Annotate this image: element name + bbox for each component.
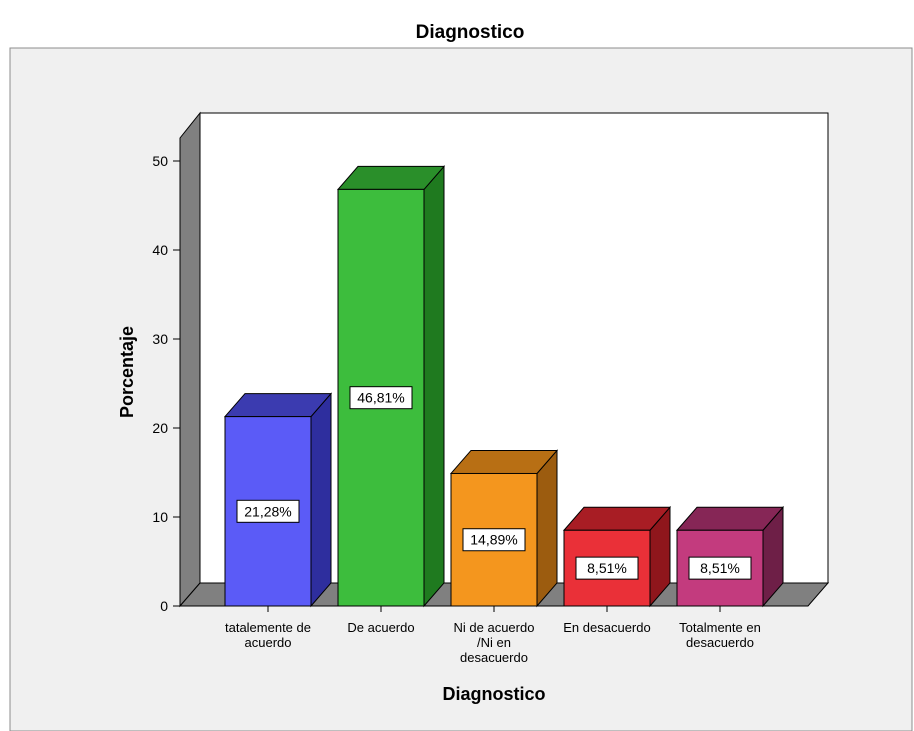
y-tick-label: 50 (152, 153, 168, 169)
bars: 21,28% 46,81% 14,89% 8,51% 8,51% (223, 165, 785, 608)
y-tick-label: 10 (152, 509, 168, 525)
x-axis-labels: tatalemente de acuerdo De acuerdo Ni de acu… (225, 606, 761, 665)
x-tick-label: De acuerdo (347, 620, 414, 635)
y-tick-label: 0 (160, 598, 168, 614)
data-label-box (349, 386, 413, 410)
bar: 8,51% (562, 505, 672, 608)
bar: 8,51% (675, 505, 785, 608)
bar: 46,81% (336, 165, 446, 608)
data-label: 8,51% (587, 560, 627, 576)
y-tick-label: 30 (152, 331, 168, 347)
bar-side (536, 449, 558, 608)
data-label-box (236, 499, 300, 523)
x-tick-label: Ni de acuerdo/Ni en desacuerdo (454, 620, 535, 665)
y-tick-label: 40 (152, 242, 168, 258)
data-label: 21,28% (244, 503, 291, 519)
bar: 14,89% (449, 449, 559, 608)
data-label-box (462, 528, 526, 552)
data-label-box (688, 556, 752, 580)
x-tick-label: tatalemente de acuerdo (225, 620, 311, 650)
y-axis: 0 10 20 30 40 50 (152, 153, 180, 614)
data-label: 8,51% (700, 560, 740, 576)
x-tick-label: Totalmente en desacuerdo (679, 620, 761, 650)
bar-side (423, 165, 445, 608)
y-axis-title: Porcentaje (117, 326, 137, 418)
chart-title: Diagnostico (416, 22, 525, 43)
data-label: 46,81% (357, 390, 404, 406)
data-label-box (575, 556, 639, 580)
x-axis-title: Diagnostico (442, 684, 545, 704)
y-tick-label: 20 (152, 420, 168, 436)
bar: 21,28% (223, 392, 333, 608)
plot-left-wall (179, 111, 201, 608)
bar-side (310, 392, 332, 608)
x-tick-label: En desacuerdo (563, 620, 650, 635)
data-label: 14,89% (470, 532, 517, 548)
